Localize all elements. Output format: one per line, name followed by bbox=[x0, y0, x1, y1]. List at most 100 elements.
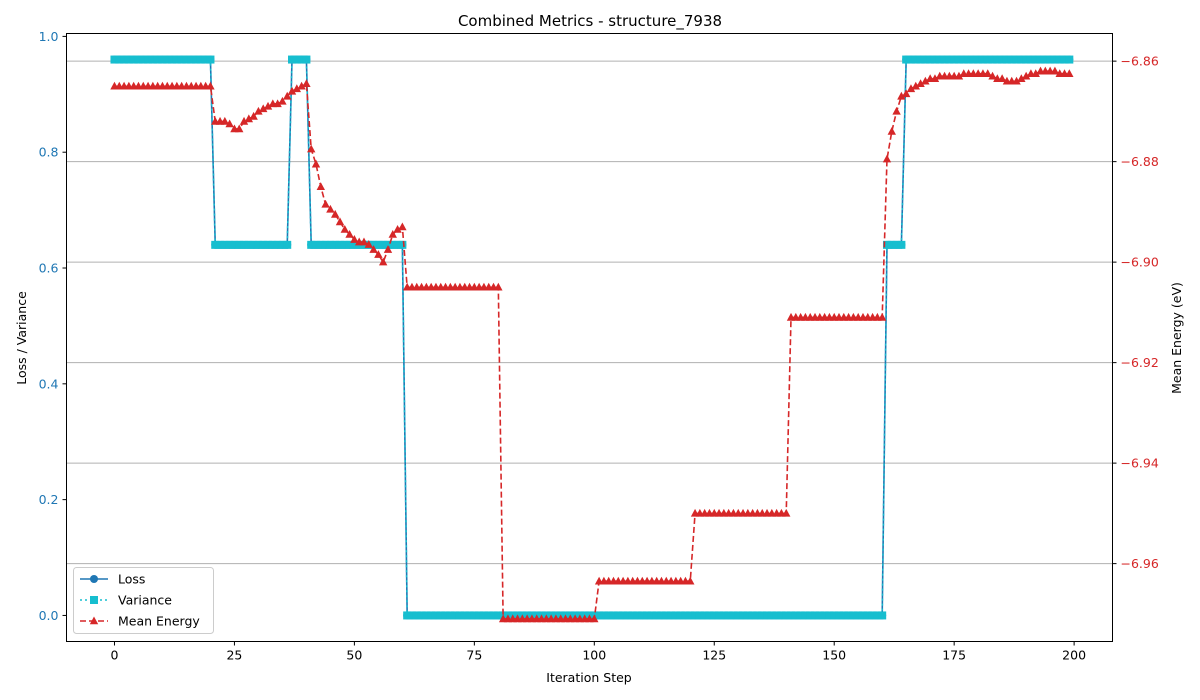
data-point bbox=[940, 55, 949, 64]
data-point bbox=[930, 55, 939, 64]
data-point bbox=[378, 257, 388, 266]
data-point bbox=[878, 611, 887, 620]
data-point bbox=[959, 55, 968, 64]
data-point bbox=[177, 55, 186, 64]
data-point bbox=[719, 611, 728, 620]
data-point bbox=[796, 611, 805, 620]
data-point bbox=[892, 106, 901, 115]
data-point bbox=[240, 240, 249, 249]
data-point bbox=[455, 611, 464, 620]
data-point bbox=[187, 55, 196, 64]
data-point bbox=[321, 240, 330, 249]
data-point bbox=[465, 611, 474, 620]
series-variance bbox=[110, 55, 1074, 620]
data-point bbox=[206, 81, 215, 90]
x-tick-label: 200 bbox=[1062, 648, 1086, 663]
y-left-tick-label: 0.0 bbox=[39, 608, 59, 623]
data-point bbox=[239, 116, 249, 125]
data-point bbox=[993, 55, 1002, 64]
y-right-tick-label: −6.92 bbox=[1121, 355, 1159, 370]
data-point bbox=[139, 55, 148, 64]
data-point bbox=[153, 55, 162, 64]
data-point bbox=[192, 55, 201, 64]
data-point bbox=[220, 240, 229, 249]
data-point bbox=[911, 55, 920, 64]
data-point bbox=[235, 240, 244, 249]
series-line bbox=[114, 58, 1070, 617]
data-point bbox=[1031, 55, 1040, 64]
data-point bbox=[110, 55, 119, 64]
data-point bbox=[777, 611, 786, 620]
data-point bbox=[292, 55, 301, 64]
data-point bbox=[302, 55, 311, 64]
data-point bbox=[316, 240, 325, 249]
y-right-tick-label: −6.86 bbox=[1121, 54, 1159, 69]
y-left-tick-label: 0.6 bbox=[39, 261, 59, 276]
data-point bbox=[1065, 55, 1074, 64]
data-point bbox=[1050, 55, 1059, 64]
data-point bbox=[302, 79, 311, 88]
data-point bbox=[868, 611, 877, 620]
data-point bbox=[978, 55, 987, 64]
y-right-tick-label: −6.90 bbox=[1121, 255, 1159, 270]
data-point bbox=[436, 611, 445, 620]
data-point bbox=[297, 55, 306, 64]
data-point bbox=[1050, 66, 1060, 75]
data-point bbox=[124, 55, 133, 64]
data-point bbox=[369, 240, 378, 249]
data-point bbox=[858, 611, 867, 620]
data-point bbox=[1060, 55, 1069, 64]
data-point bbox=[297, 81, 306, 90]
legend-label: Mean Energy bbox=[118, 614, 200, 629]
x-axis-label: Iteration Step bbox=[546, 670, 632, 685]
data-point bbox=[307, 144, 316, 153]
data-point bbox=[1065, 69, 1074, 77]
data-point bbox=[815, 611, 824, 620]
data-point bbox=[916, 55, 925, 64]
data-point bbox=[734, 611, 743, 620]
x-tick-label: 125 bbox=[702, 648, 726, 663]
data-point bbox=[647, 611, 656, 620]
data-point bbox=[835, 611, 844, 620]
data-point bbox=[758, 611, 767, 620]
series-loss bbox=[110, 55, 1074, 620]
data-point bbox=[906, 55, 915, 64]
data-point bbox=[383, 245, 393, 253]
data-point bbox=[753, 611, 762, 620]
data-point bbox=[460, 611, 469, 620]
plot-frame bbox=[66, 33, 1113, 642]
data-point bbox=[930, 74, 940, 83]
data-point bbox=[1002, 55, 1011, 64]
data-point bbox=[144, 55, 153, 64]
data-point bbox=[811, 611, 820, 620]
data-point bbox=[89, 616, 99, 625]
data-point bbox=[230, 240, 239, 249]
data-point bbox=[623, 611, 632, 620]
data-point bbox=[249, 111, 258, 120]
data-point bbox=[268, 240, 277, 249]
data-point bbox=[935, 55, 944, 64]
data-point bbox=[90, 575, 98, 583]
data-point bbox=[287, 86, 297, 95]
data-point bbox=[446, 611, 455, 620]
y-axis-left: 0.0 0.2 0.4 0.6 0.8 1.0 bbox=[39, 29, 67, 623]
y-right-tick-label: −6.96 bbox=[1121, 556, 1159, 571]
data-point bbox=[657, 611, 666, 620]
data-point bbox=[206, 55, 215, 64]
data-point bbox=[911, 81, 920, 90]
data-point bbox=[470, 611, 479, 620]
data-point bbox=[489, 611, 498, 620]
data-point bbox=[417, 611, 426, 620]
data-point bbox=[686, 611, 695, 620]
data-point bbox=[729, 611, 738, 620]
data-point bbox=[244, 114, 254, 123]
data-point bbox=[412, 611, 421, 620]
data-point bbox=[739, 611, 748, 620]
data-point bbox=[350, 235, 359, 243]
x-axis: 0 25 50 75 100 125 150 175 200 bbox=[111, 641, 1086, 663]
data-point bbox=[292, 84, 302, 93]
data-point bbox=[196, 55, 205, 64]
x-tick-label: 25 bbox=[226, 648, 242, 663]
data-point bbox=[877, 312, 887, 321]
